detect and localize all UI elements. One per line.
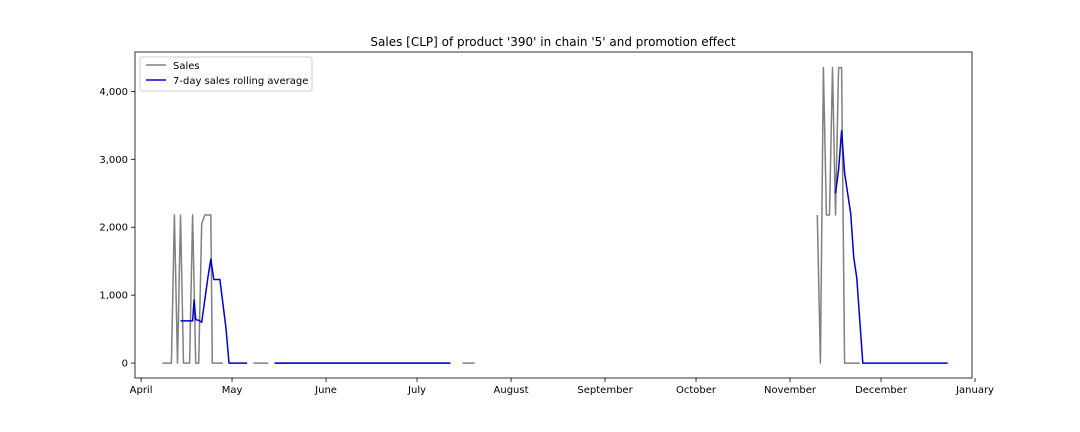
legend-box — [139, 56, 313, 92]
x-tick-label: January — [955, 385, 994, 396]
series-line-rolling-average — [834, 130, 948, 364]
legend: Sales 7-day sales rolling average — [139, 56, 313, 92]
y-tick-label: 4,000 — [99, 87, 128, 98]
x-tick-label: May — [222, 385, 243, 396]
series-line-sales — [162, 214, 223, 364]
series-layer — [162, 66, 948, 364]
x-tick-label: December — [855, 385, 908, 396]
y-tick-label: 0 — [122, 359, 128, 370]
x-tick-label: April — [130, 385, 153, 396]
x-tick-label: November — [764, 385, 817, 396]
x-axis: April May June July August September October No… — [130, 378, 994, 396]
y-tick-label: 2,000 — [99, 223, 128, 234]
x-tick-label: June — [314, 385, 337, 396]
x-tick-label: August — [494, 385, 529, 396]
series-line-rolling-average — [180, 258, 248, 364]
legend-label-rolling: 7-day sales rolling average — [173, 76, 308, 87]
x-tick-label: September — [577, 385, 633, 396]
x-tick-label: October — [676, 385, 717, 396]
plot-area — [134, 51, 973, 379]
chart-title: Sales [CLP] of product '390' in chain '5… — [370, 35, 735, 49]
legend-label-sales: Sales — [173, 61, 200, 72]
y-tick-label: 1,000 — [99, 291, 128, 302]
series-line-sales — [816, 66, 860, 364]
x-tick-label: July — [407, 385, 426, 396]
y-axis: 0 1,000 2,000 3,000 4,000 — [99, 87, 135, 370]
y-tick-label: 3,000 — [99, 155, 128, 166]
